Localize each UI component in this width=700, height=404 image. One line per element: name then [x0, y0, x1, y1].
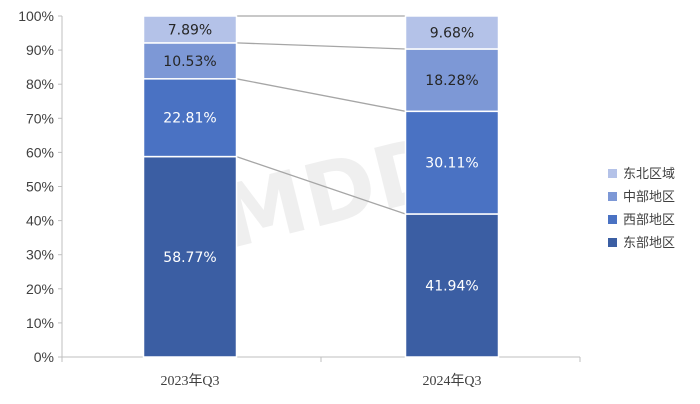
- series-connector-lines: [236, 15, 406, 215]
- y-tick-label: 40%: [26, 213, 54, 229]
- axes: 0% 10% 20% 30% 40% 50% 60% 70% 80% 90% 100% 2023年Q3…: [18, 8, 581, 389]
- legend-swatch: [608, 215, 617, 224]
- legend-label: 东北区域: [623, 167, 675, 182]
- data-label: 9.68%: [430, 25, 474, 41]
- series-connector-line: [236, 42, 406, 50]
- legend-swatch: [608, 192, 617, 201]
- bar-segment: [404, 15, 500, 50]
- y-tick-label: 50%: [26, 179, 54, 195]
- y-tick-label: 60%: [26, 144, 54, 160]
- legend-label: 中部地区: [623, 190, 675, 205]
- y-tick-label: 70%: [26, 110, 54, 126]
- y-tick-label: 20%: [26, 281, 54, 297]
- y-tick-label: 90%: [26, 42, 54, 58]
- data-label: 41.94%: [425, 278, 478, 294]
- x-tick-label: 2023年Q3: [160, 373, 219, 389]
- data-label: 30.11%: [425, 156, 478, 172]
- legend-label: 西部地区: [623, 213, 675, 228]
- y-tick-label: 80%: [26, 76, 54, 92]
- bar-segment: [142, 42, 238, 80]
- legend-swatch: [608, 169, 617, 178]
- series-connector-line: [236, 78, 406, 112]
- data-labels: 58.77% 22.81% 10.53% 7.89% 41.94% 30.11% 18.28…: [163, 22, 478, 294]
- legend-label: 东部地区: [623, 236, 675, 251]
- bars: [142, 15, 500, 358]
- x-tick-label: 2024年Q3: [422, 373, 481, 389]
- bar-segment: [142, 78, 238, 158]
- series-connector-line: [236, 155, 406, 215]
- data-label: 10.53%: [163, 54, 216, 70]
- y-tick-label: 0%: [34, 349, 54, 365]
- bar-segment: [142, 155, 238, 358]
- data-label: 58.77%: [163, 250, 216, 266]
- bar-segment: [142, 15, 238, 44]
- legend-swatch: [608, 238, 617, 247]
- y-tick-label: 30%: [26, 247, 54, 263]
- bar-segment: [404, 213, 500, 358]
- data-label: 18.28%: [425, 73, 478, 89]
- y-tick-label: 10%: [26, 315, 54, 331]
- data-label: 7.89%: [168, 22, 212, 38]
- data-label: 22.81%: [163, 111, 216, 127]
- y-tick-label: 100%: [18, 8, 54, 24]
